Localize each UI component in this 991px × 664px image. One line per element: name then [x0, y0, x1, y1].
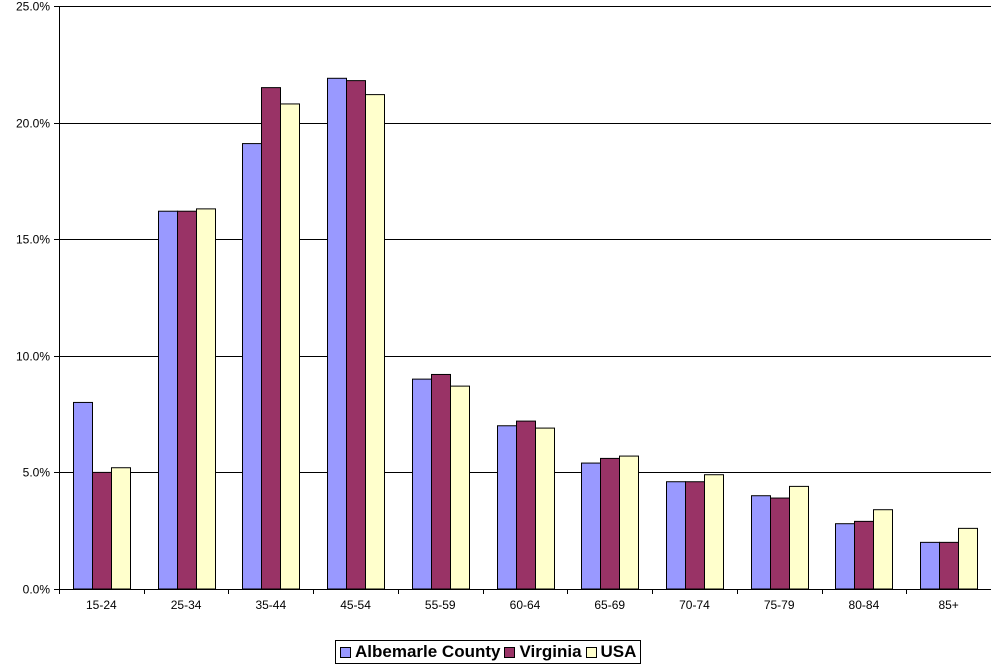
x-tick-label: 85+ — [938, 598, 958, 612]
bar-virginia-60-64 — [516, 420, 536, 590]
bar-virginia-85 — [939, 541, 959, 590]
bar-virginia-80-84 — [854, 520, 874, 590]
x-tick-label: 75-79 — [764, 598, 795, 612]
x-tick-label: 65-69 — [594, 598, 625, 612]
bar-usa-75-79 — [789, 485, 809, 590]
x-tick-label: 80-84 — [849, 598, 880, 612]
legend-item-albemarle-county: Albemarle County — [340, 642, 500, 662]
bar-albemarle-county-70-74 — [666, 481, 686, 590]
bar-albemarle-county-60-64 — [497, 425, 517, 590]
y-tick-label: 20.0% — [16, 117, 50, 131]
x-tick-label: 60-64 — [510, 598, 541, 612]
x-tick-label: 25-34 — [171, 598, 202, 612]
bar-usa-55-59 — [450, 385, 470, 590]
bar-usa-60-64 — [535, 427, 555, 590]
legend-item-virginia: Virginia — [504, 642, 582, 662]
bar-albemarle-county-25-34 — [158, 210, 178, 590]
legend-swatch-usa — [585, 646, 597, 658]
legend-swatch-albemarle-county — [340, 646, 351, 658]
bars — [73, 77, 978, 590]
bar-albemarle-county-75-79 — [751, 495, 771, 590]
bar-usa-65-69 — [619, 455, 639, 590]
tick-labels: 0.0% 5.0% 10.0% 15.0% 20.0% 25.0% 15-24 25-34 35… — [16, 0, 959, 612]
bar-usa-25-34 — [196, 208, 216, 590]
bar-albemarle-county-65-69 — [581, 462, 601, 590]
bar-virginia-75-79 — [770, 497, 790, 590]
bar-usa-45-54 — [365, 94, 385, 590]
bar-virginia-35-44 — [261, 87, 281, 590]
bar-albemarle-county-85 — [920, 541, 940, 590]
legend-swatch-virginia — [504, 646, 516, 658]
bar-usa-80-84 — [873, 509, 893, 590]
axes — [54, 6, 991, 594]
bar-virginia-65-69 — [600, 457, 620, 590]
bar-usa-85 — [958, 527, 978, 590]
bar-usa-35-44 — [280, 103, 300, 590]
x-tick-label: 70-74 — [679, 598, 710, 612]
bar-virginia-15-24 — [92, 471, 112, 590]
legend-label-usa: USA — [600, 642, 637, 661]
y-tick-label: 0.0% — [23, 583, 51, 597]
bar-albemarle-county-15-24 — [73, 401, 93, 590]
x-tick-label: 45-54 — [340, 598, 371, 612]
x-tick-label: 55-59 — [425, 598, 456, 612]
bar-usa-15-24 — [111, 467, 131, 590]
bar-albemarle-county-80-84 — [835, 523, 855, 590]
bar-virginia-25-34 — [177, 210, 197, 590]
legend: Albemarle County Virginia USA — [335, 640, 642, 664]
y-tick-label: 15.0% — [16, 233, 50, 247]
bar-virginia-70-74 — [685, 481, 705, 590]
y-tick-label: 25.0% — [16, 0, 50, 14]
bar-albemarle-county-55-59 — [412, 378, 432, 590]
bar-albemarle-county-35-44 — [242, 143, 262, 590]
y-tick-label: 5.0% — [23, 466, 51, 480]
legend-item-usa: USA — [585, 642, 637, 662]
x-tick-label: 15-24 — [86, 598, 117, 612]
bar-usa-70-74 — [704, 474, 724, 590]
bar-virginia-55-59 — [431, 373, 451, 590]
x-tick-label: 35-44 — [255, 598, 286, 612]
y-tick-label: 10.0% — [16, 350, 50, 364]
legend-label-virginia: Virginia — [519, 642, 582, 661]
bar-virginia-45-54 — [346, 80, 366, 590]
legend-label-albemarle-county: Albemarle County — [355, 642, 501, 661]
bar-albemarle-county-45-54 — [327, 77, 347, 590]
